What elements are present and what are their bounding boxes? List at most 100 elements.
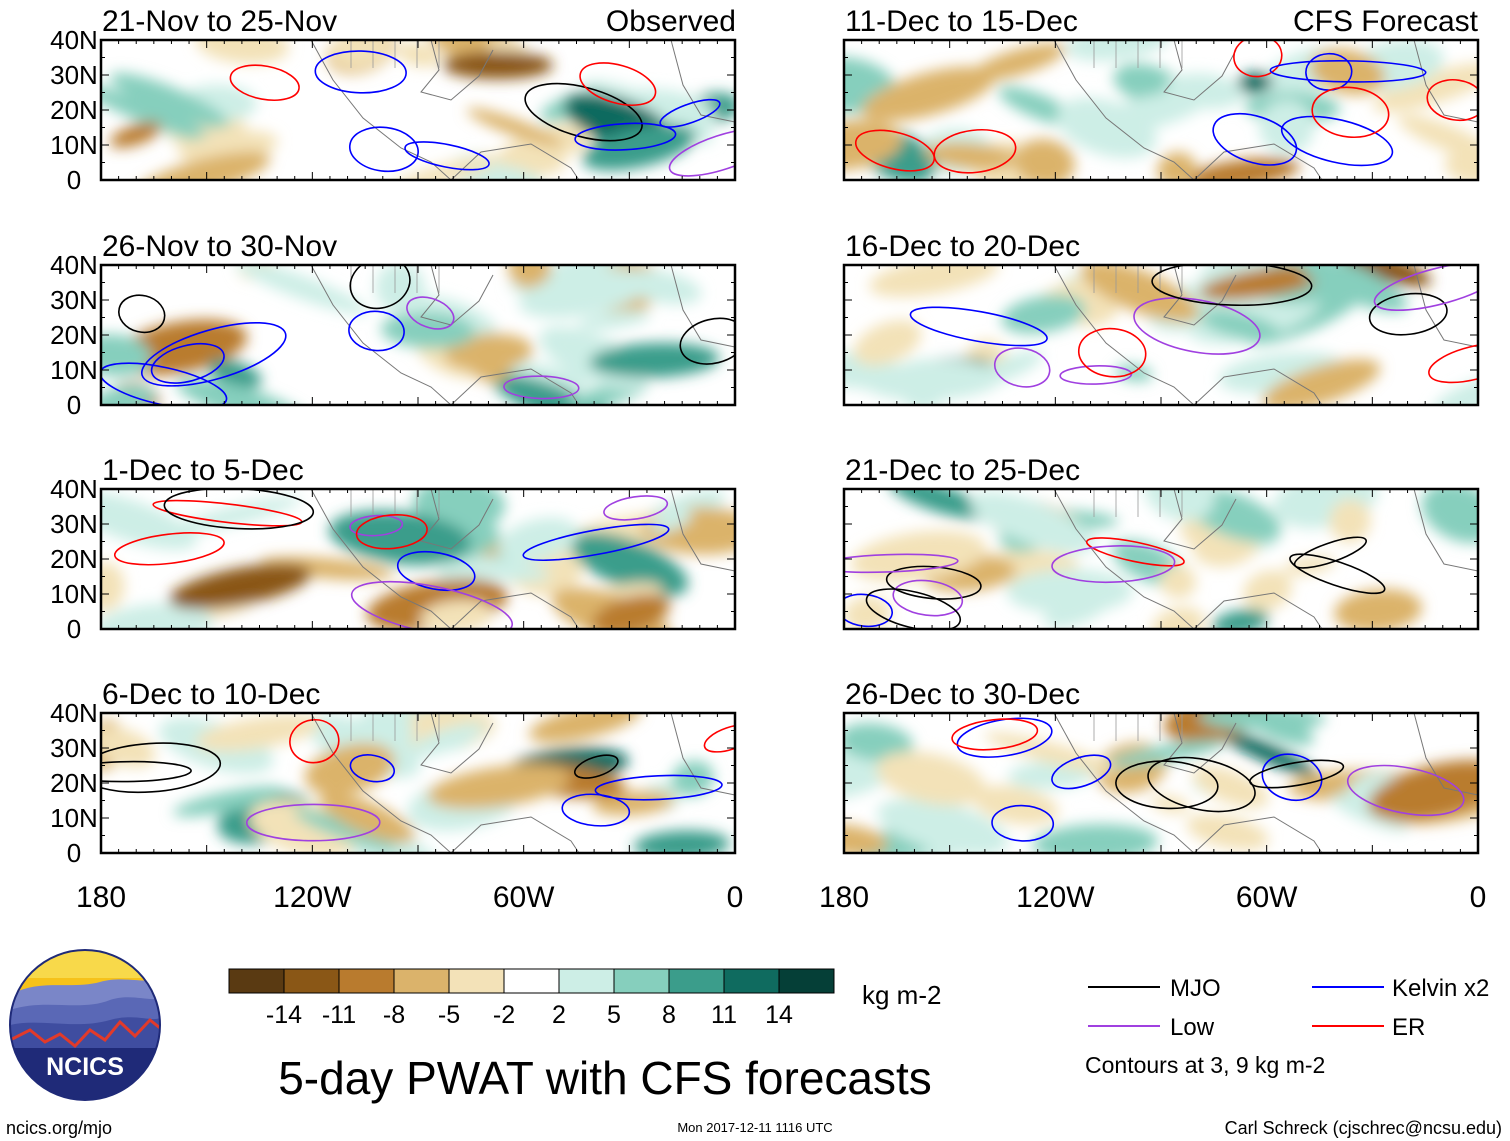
timestamp: Mon 2017-12-11 1116 UTC <box>677 1120 832 1135</box>
pwat-anomaly <box>380 312 476 349</box>
observed-label: Observed <box>606 5 736 38</box>
pwat-anomaly <box>589 342 720 378</box>
pwat-anomaly <box>419 599 493 629</box>
pwat-anomaly <box>1367 760 1478 821</box>
colorbar-swatch <box>723 968 780 994</box>
latitude-label: 10N <box>50 579 98 609</box>
map-panel: 21-Dec to 25-Dec <box>842 454 1480 631</box>
pwat-anomaly <box>1236 72 1273 94</box>
pwat-anomaly <box>1198 713 1327 731</box>
panel-period-title: 11-Dec to 15-Dec <box>845 5 1078 38</box>
colorbar-tick-label: -5 <box>438 1001 460 1029</box>
pwat-anomaly <box>1444 152 1478 180</box>
latitude-label: 30N <box>50 60 98 90</box>
pwat-anomaly <box>101 385 156 405</box>
pwat-anomaly <box>1006 569 1133 614</box>
ncics-logo: NCICS <box>9 949 161 1101</box>
longitude-axis-labels: 180 120W 60W 0 180 120W 60W 0 <box>76 881 1486 914</box>
pwat-anomaly <box>1200 310 1281 342</box>
pwat-anomaly <box>518 268 650 318</box>
pwat-anomaly <box>578 310 651 330</box>
map-panel: 26-Dec to 30-Dec <box>842 678 1480 855</box>
colorbar-swatch <box>558 968 615 994</box>
pwat-anomaly <box>396 42 442 68</box>
pwat-anomaly <box>1298 265 1408 312</box>
pwat-anomaly <box>1157 152 1197 180</box>
pwat-anomaly <box>427 764 571 809</box>
credit: Carl Schreck (cjschrec@ncsu.edu) <box>1225 1118 1502 1138</box>
colorbar-swatch <box>613 968 670 994</box>
longitude-label: 60W <box>1236 881 1298 914</box>
latitude-axis-labels: 40N 30N 20N 10N 0 <box>50 250 98 420</box>
latitude-label: 0 <box>67 614 81 644</box>
colorbar-tick-label: 8 <box>662 1001 676 1029</box>
colorbar-swatch <box>778 968 835 994</box>
coastlines <box>1053 40 1478 180</box>
latitude-label: 0 <box>67 838 81 868</box>
coastlines <box>1053 489 1478 629</box>
legend: MJO Kelvin x2 Low ER Contours at 3, 9 kg… <box>1085 975 1489 1078</box>
latitude-label: 10N <box>50 355 98 385</box>
colorbar-tick-label: -2 <box>493 1001 515 1029</box>
colorbar: -14 -11 -8 -5 -2 2 5 8 11 14 <box>228 968 835 1029</box>
latitude-label: 30N <box>50 285 98 315</box>
colorbar-tick-label: 2 <box>552 1001 566 1029</box>
wave-contours <box>844 536 1386 629</box>
pwat-anomaly <box>1372 62 1478 112</box>
latitude-axis-labels: 40N 30N 20N 10N 0 <box>50 698 98 868</box>
pwat-anomaly <box>1014 138 1075 180</box>
pwat-anomaly <box>466 108 563 147</box>
pwat-anomaly <box>970 350 1043 387</box>
pwat-anomaly <box>1144 489 1215 521</box>
latitude-label: 30N <box>50 733 98 763</box>
pwat-anomaly <box>877 798 1009 853</box>
colorbar-swatch <box>228 968 285 994</box>
longitude-label: 180 <box>76 881 126 914</box>
pwat-anomaly <box>234 265 368 315</box>
panel-period-title: 26-Dec to 30-Dec <box>845 678 1080 711</box>
pwat-anomaly <box>582 124 697 171</box>
wave-contours <box>113 489 670 629</box>
pwat-anomaly <box>195 40 289 64</box>
legend-label-mjo: MJO <box>1170 975 1221 1002</box>
legend-note: Contours at 3, 9 kg m-2 <box>1085 1052 1325 1078</box>
longitude-label: 120W <box>273 881 352 914</box>
panel-period-title: 26-Nov to 30-Nov <box>102 230 337 263</box>
map-panel: 6-Dec to 10-Dec <box>99 678 737 855</box>
pwat-anomaly <box>101 561 125 612</box>
pwat-anomaly <box>442 51 554 80</box>
map-panel: 21-Nov to 25-Nov <box>99 5 737 182</box>
pwat-anomaly <box>1199 265 1328 301</box>
pwat-anomaly <box>168 563 312 610</box>
colorbar-swatch <box>668 968 725 994</box>
pwat-anomaly <box>195 714 321 752</box>
colorbar-swatch <box>503 968 560 994</box>
pwat-anomaly <box>375 265 425 314</box>
pwat-anomaly <box>134 151 271 180</box>
pwat-anomaly <box>293 809 398 852</box>
longitude-label: 0 <box>1470 881 1487 914</box>
colorbar-tick-label: -14 <box>266 1001 302 1029</box>
pwat-anomaly <box>889 489 989 519</box>
pwat-anomaly <box>570 532 689 597</box>
pwat-anomaly <box>1211 609 1269 629</box>
legend-label-low: Low <box>1170 1014 1215 1041</box>
pwat-anomaly <box>109 72 229 128</box>
pwat-anomaly <box>1259 99 1315 155</box>
pwat-anomaly <box>101 603 213 629</box>
map-panel: 16-Dec to 20-Dec <box>842 230 1480 407</box>
colorbar-unit: kg m-2 <box>862 980 941 1010</box>
colorbar-tick-label: 11 <box>711 1001 737 1029</box>
coastlines <box>1053 265 1478 405</box>
latitude-label: 20N <box>50 95 98 125</box>
pwat-anomaly <box>1056 97 1157 159</box>
pwat-anomaly <box>1329 499 1371 543</box>
latitude-label: 30N <box>50 509 98 539</box>
pwat-anomaly <box>491 374 622 405</box>
latitude-label: 20N <box>50 544 98 574</box>
pwat-anomaly <box>516 147 566 176</box>
latitude-label: 40N <box>50 25 98 55</box>
pwat-anomaly <box>407 722 485 758</box>
pwat-anomaly <box>1192 766 1269 808</box>
